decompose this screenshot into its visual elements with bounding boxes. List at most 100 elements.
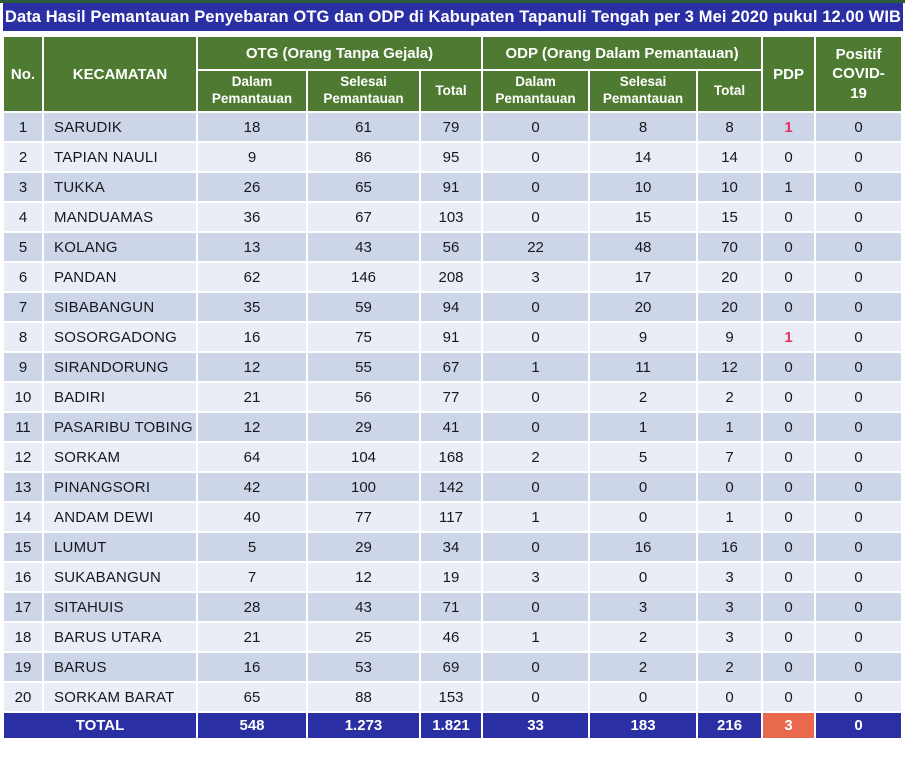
top-strip	[0, 0, 905, 3]
cell-pdp: 0	[762, 262, 816, 292]
cell-odp-selesai: 15	[589, 202, 698, 232]
cell-otg-dalam: 62	[197, 262, 307, 292]
cell-otg-total: 117	[420, 502, 483, 532]
cell-odp-selesai: 2	[589, 382, 698, 412]
cell-odp-dalam: 1	[482, 352, 590, 382]
cell-kecamatan: SIRANDORUNG	[43, 352, 197, 382]
col-header-positif: Positif COVID-19	[815, 36, 903, 112]
total-positif: 0	[815, 712, 903, 739]
cell-otg-dalam: 12	[197, 412, 307, 442]
cell-odp-total: 1	[697, 412, 763, 442]
cell-no: 16	[3, 562, 43, 592]
total-odp-dalam: 33	[482, 712, 590, 739]
cell-otg-selesai: 53	[307, 652, 420, 682]
cell-odp-dalam: 3	[482, 562, 590, 592]
cell-no: 6	[3, 262, 43, 292]
cell-otg-selesai: 88	[307, 682, 420, 712]
cell-odp-dalam: 22	[482, 232, 590, 262]
total-label: TOTAL	[3, 712, 197, 739]
cell-kecamatan: SOSORGADONG	[43, 322, 197, 352]
cell-kecamatan: SORKAM BARAT	[43, 682, 197, 712]
cell-no: 14	[3, 502, 43, 532]
cell-odp-dalam: 0	[482, 202, 590, 232]
table-row: 12 SORKAM 64 104 168 2 5 7 0 0	[3, 442, 903, 472]
cell-positif: 0	[815, 292, 903, 322]
cell-otg-selesai: 67	[307, 202, 420, 232]
cell-otg-total: 79	[420, 112, 483, 142]
total-otg-dalam: 548	[197, 712, 307, 739]
cell-kecamatan: SARUDIK	[43, 112, 197, 142]
cell-kecamatan: SITAHUIS	[43, 592, 197, 622]
cell-positif: 0	[815, 592, 903, 622]
cell-kecamatan: BARUS	[43, 652, 197, 682]
cell-no: 5	[3, 232, 43, 262]
col-header-no: No.	[3, 36, 43, 112]
cell-pdp: 0	[762, 382, 816, 412]
col-header-otg-selesai: Selesai Pemantauan	[307, 70, 420, 112]
cell-positif: 0	[815, 382, 903, 412]
cell-otg-selesai: 29	[307, 412, 420, 442]
cell-odp-selesai: 2	[589, 652, 698, 682]
cell-otg-selesai: 146	[307, 262, 420, 292]
cell-no: 19	[3, 652, 43, 682]
cell-odp-total: 9	[697, 322, 763, 352]
cell-no: 18	[3, 622, 43, 652]
table-row: 13 PINANGSORI 42 100 142 0 0 0 0 0	[3, 472, 903, 502]
cell-odp-selesai: 0	[589, 502, 698, 532]
cell-odp-selesai: 0	[589, 562, 698, 592]
cell-odp-selesai: 9	[589, 322, 698, 352]
col-group-odp: ODP (Orang Dalam Pemantauan)	[482, 36, 763, 70]
cell-otg-total: 153	[420, 682, 483, 712]
cell-otg-dalam: 21	[197, 622, 307, 652]
total-odp-selesai: 183	[589, 712, 698, 739]
cell-pdp: 1	[762, 322, 816, 352]
cell-odp-total: 15	[697, 202, 763, 232]
table-row: 7 SIBABANGUN 35 59 94 0 20 20 0 0	[3, 292, 903, 322]
cell-odp-dalam: 1	[482, 622, 590, 652]
cell-otg-selesai: 65	[307, 172, 420, 202]
cell-odp-dalam: 0	[482, 532, 590, 562]
cell-no: 1	[3, 112, 43, 142]
cell-no: 12	[3, 442, 43, 472]
cell-positif: 0	[815, 352, 903, 382]
cell-otg-selesai: 100	[307, 472, 420, 502]
total-odp-total: 216	[697, 712, 763, 739]
cell-no: 13	[3, 472, 43, 502]
cell-kecamatan: BADIRI	[43, 382, 197, 412]
cell-odp-total: 1	[697, 502, 763, 532]
cell-otg-selesai: 25	[307, 622, 420, 652]
cell-otg-total: 56	[420, 232, 483, 262]
cell-pdp: 0	[762, 532, 816, 562]
cell-otg-selesai: 75	[307, 322, 420, 352]
cell-no: 4	[3, 202, 43, 232]
table-row: 11 PASARIBU TOBING 12 29 41 0 1 1 0 0	[3, 412, 903, 442]
cell-otg-selesai: 55	[307, 352, 420, 382]
cell-odp-dalam: 3	[482, 262, 590, 292]
cell-positif: 0	[815, 442, 903, 472]
cell-pdp: 0	[762, 502, 816, 532]
cell-odp-total: 2	[697, 382, 763, 412]
cell-kecamatan: SUKABANGUN	[43, 562, 197, 592]
cell-odp-selesai: 20	[589, 292, 698, 322]
cell-kecamatan: TAPIAN NAULI	[43, 142, 197, 172]
cell-otg-total: 19	[420, 562, 483, 592]
cell-odp-selesai: 1	[589, 412, 698, 442]
cell-odp-selesai: 16	[589, 532, 698, 562]
cell-no: 10	[3, 382, 43, 412]
cell-otg-total: 41	[420, 412, 483, 442]
cell-pdp: 0	[762, 352, 816, 382]
cell-otg-selesai: 56	[307, 382, 420, 412]
cell-pdp: 0	[762, 202, 816, 232]
total-otg-total: 1.821	[420, 712, 483, 739]
cell-otg-total: 34	[420, 532, 483, 562]
cell-odp-total: 0	[697, 472, 763, 502]
cell-no: 15	[3, 532, 43, 562]
cell-odp-dalam: 0	[482, 682, 590, 712]
cell-otg-selesai: 77	[307, 502, 420, 532]
cell-otg-dalam: 16	[197, 322, 307, 352]
cell-otg-total: 77	[420, 382, 483, 412]
cell-odp-total: 8	[697, 112, 763, 142]
cell-positif: 0	[815, 322, 903, 352]
cell-positif: 0	[815, 622, 903, 652]
col-header-odp-selesai: Selesai Pemantauan	[589, 70, 698, 112]
